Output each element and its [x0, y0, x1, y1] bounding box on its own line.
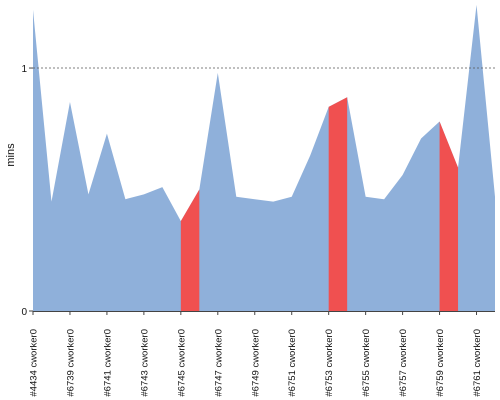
y-tick-label: 1: [21, 64, 27, 75]
x-tick-label: #6751 cworker0: [287, 329, 298, 397]
highlight-band: [328, 97, 348, 311]
x-tick-label: #4434 cworker0: [29, 329, 40, 397]
x-tick-label: #6747 cworker0: [213, 329, 224, 397]
x-tick-label: #6745 cworker0: [176, 329, 187, 397]
highlight-band: [439, 121, 459, 311]
y-axis-label: mins: [5, 143, 17, 167]
x-tick-label: #6753 cworker0: [324, 329, 335, 397]
x-tick-label: #6741 cworker0: [102, 329, 113, 397]
y-tick-label: 0: [21, 307, 27, 318]
x-axis-labels: #4434 cworker0 #6739 cworker0 #6741 cworke…: [29, 311, 483, 397]
x-tick-label: #6739 cworker0: [65, 329, 76, 397]
x-tick-label: #6743 cworker0: [139, 329, 150, 397]
x-tick-label: #6759 cworker0: [435, 329, 446, 397]
x-tick-label: #6755 cworker0: [361, 329, 372, 397]
x-tick-label: #6757 cworker0: [398, 329, 409, 397]
x-tick-label: #6749 cworker0: [250, 329, 261, 397]
y-axis: 01: [21, 64, 33, 318]
highlight-band: [180, 189, 200, 311]
highlight-bands: [180, 97, 459, 311]
area-fill: [33, 4, 495, 312]
area-series: [33, 4, 495, 312]
x-tick-label: #6761 cworker0: [472, 329, 483, 397]
